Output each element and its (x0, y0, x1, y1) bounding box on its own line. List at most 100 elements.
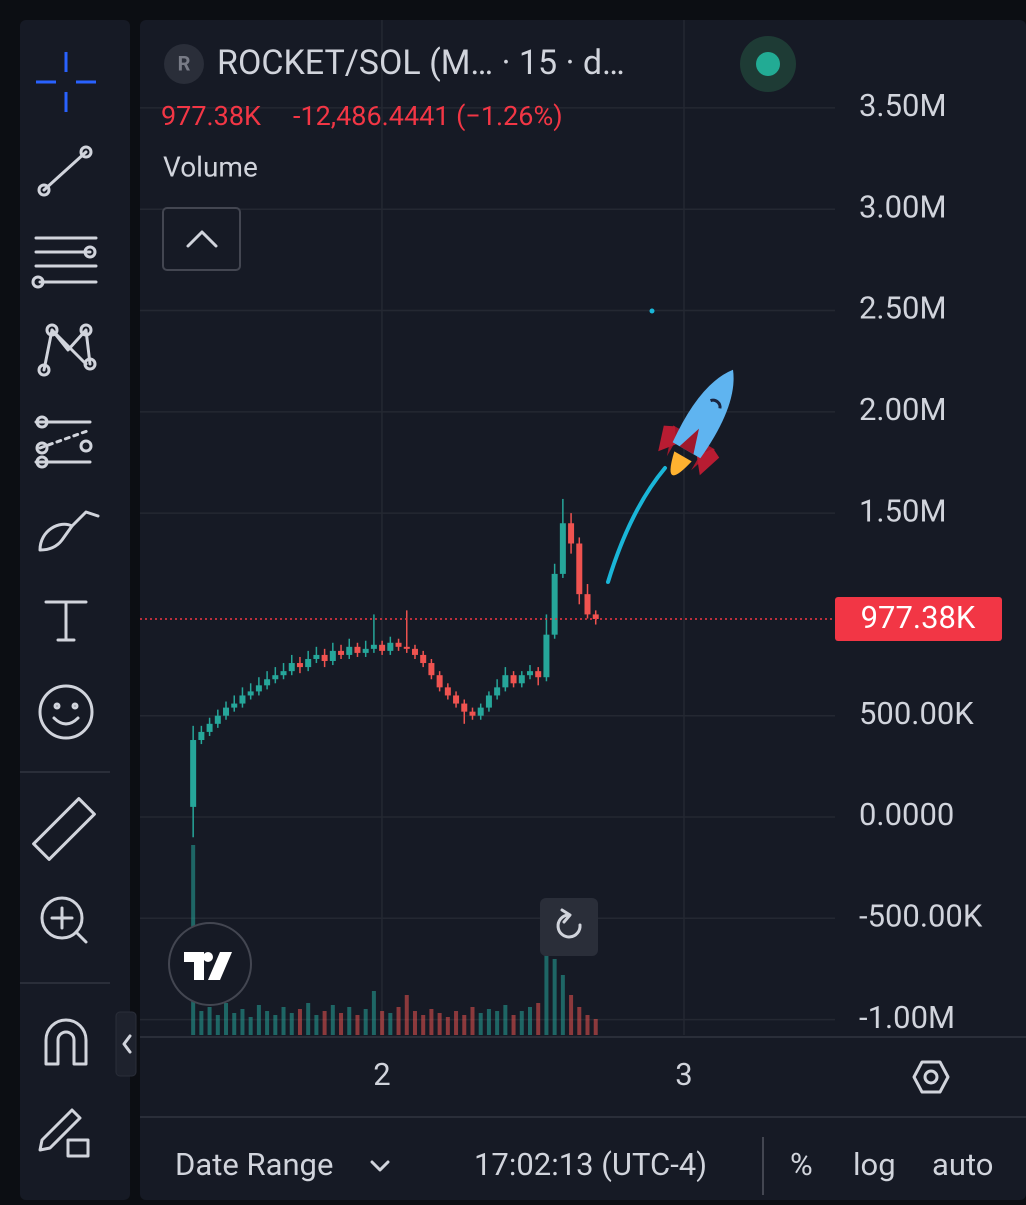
candle-body (485, 695, 492, 708)
toolbar-icons[interactable] (20, 52, 137, 1158)
volume-bar (273, 1015, 278, 1035)
candle-body (255, 685, 262, 692)
candle-body (420, 654, 427, 664)
volume-bar (281, 1007, 286, 1035)
candle-body (379, 644, 386, 651)
volume-bar (347, 1007, 352, 1035)
volume-bar (560, 975, 565, 1035)
candle-body (190, 740, 197, 807)
header: R ROCKET/SOL (M… · 15 · d… 977.38K -12,4… (161, 36, 796, 271)
y-tick-label: 500.00K (859, 695, 974, 732)
volume-bar (429, 1009, 434, 1035)
price-change: -12,486.4441 (−1.26%) (293, 100, 563, 132)
volume-bar (519, 1011, 524, 1035)
percent-toggle[interactable]: % (790, 1146, 813, 1183)
volume-bar (396, 1007, 401, 1035)
volume-bar (256, 1005, 261, 1035)
candle-body (313, 654, 320, 659)
dot (649, 308, 655, 314)
candle-body (338, 650, 345, 655)
candle-body (428, 663, 435, 676)
candle-body (305, 658, 312, 668)
volume-bar (388, 1013, 393, 1035)
y-tick-label: -500.00K (859, 897, 983, 934)
candle-body (395, 642, 402, 647)
volume-label: Volume (163, 150, 258, 183)
volume-bar (511, 1015, 516, 1035)
candle-body (461, 703, 468, 712)
x-tick-label: 3 (675, 1056, 692, 1093)
candle-body (592, 614, 599, 619)
tv-logo[interactable] (168, 922, 252, 1006)
settings-button[interactable] (912, 1060, 950, 1094)
candle-body (387, 642, 394, 651)
candle-body (354, 646, 361, 653)
volume-bar (404, 995, 409, 1035)
volume-bar (462, 1015, 467, 1035)
candle-body (444, 687, 451, 696)
volume-bar (355, 1015, 360, 1035)
candle-body (502, 675, 509, 688)
volume-bar (371, 991, 376, 1035)
candle-body (223, 707, 230, 716)
volume-bar (199, 1011, 204, 1035)
candle-body (329, 650, 336, 662)
volume-bar (232, 1013, 237, 1035)
symbol-title[interactable]: ROCKET/SOL (M… · 15 · d… (217, 43, 625, 83)
candle-body (436, 675, 443, 688)
volume-bar (552, 959, 557, 1035)
volume-bar (544, 955, 549, 1035)
y-tick-label: 2.00M (859, 391, 947, 428)
volume-bar (577, 1007, 582, 1035)
rocket-emoji (658, 369, 734, 476)
clock: 17:02:13 (UTC-4) (474, 1146, 707, 1183)
volume-bar (297, 1009, 302, 1035)
candle-body (214, 715, 221, 724)
candle-body (272, 675, 279, 680)
volume-bar (470, 1007, 475, 1035)
volume-bar (486, 1009, 491, 1035)
volume-bar (527, 1007, 532, 1035)
volume-bar (593, 1019, 598, 1035)
candle-body (296, 663, 303, 668)
volume-bar (330, 1005, 335, 1035)
price-badge (835, 596, 1002, 641)
volume-bar (240, 1009, 245, 1035)
candle-body (362, 648, 369, 653)
volume-bar (363, 1009, 368, 1035)
candle-body (584, 594, 591, 615)
candle-body (280, 671, 287, 676)
collapse-button[interactable] (162, 207, 241, 271)
candle-body (321, 654, 328, 662)
avatar: R (178, 51, 191, 75)
reset-button[interactable] (540, 898, 598, 956)
date-range[interactable]: Date Range (175, 1146, 333, 1183)
candle-body (370, 644, 377, 649)
x-tick-label: 2 (373, 1056, 390, 1093)
log-toggle[interactable]: log (853, 1146, 896, 1183)
y-tick-label: 3.50M (859, 87, 947, 124)
volume-bar (478, 1013, 483, 1035)
candle-body (453, 695, 460, 704)
y-tick-label: 3.00M (859, 188, 947, 225)
volume-bar (224, 1003, 229, 1035)
arc-decoration (606, 466, 667, 584)
volume-bar (265, 1011, 270, 1035)
volume-bar (412, 1011, 417, 1035)
volume-bar (207, 1007, 212, 1035)
volume-bar (421, 1015, 426, 1035)
volume-bar (536, 1003, 541, 1035)
candle-body (198, 731, 205, 741)
y-tick-label: 2.50M (859, 290, 947, 327)
y-tick-label: 1.50M (859, 492, 947, 529)
y-tick-label: -1.00M (859, 999, 955, 1036)
candle-body (288, 663, 295, 672)
auto-toggle[interactable]: auto (932, 1146, 993, 1183)
volume-bar (380, 1011, 385, 1035)
volume-bar (495, 1011, 500, 1035)
candle-body (494, 687, 501, 696)
chart-panel (140, 20, 1026, 1200)
candle-body (535, 671, 542, 678)
volume-bar (289, 1013, 294, 1035)
